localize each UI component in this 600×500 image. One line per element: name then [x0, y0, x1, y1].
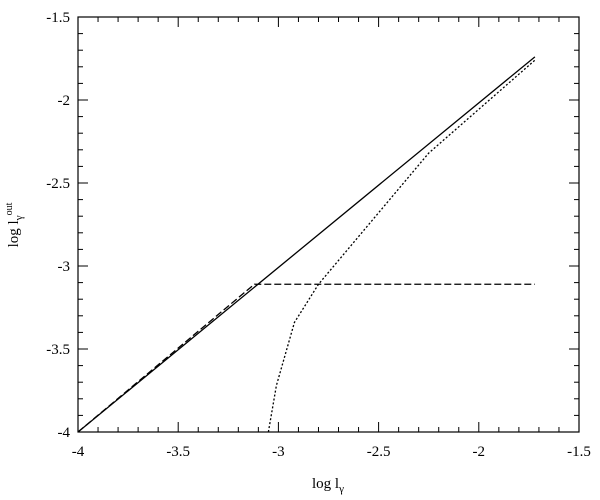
y-tick-label: -4 [58, 425, 71, 441]
x-tick-label: -2.5 [367, 444, 391, 460]
x-tick-label: -3.5 [166, 444, 190, 460]
y-tick-label: -2 [58, 93, 71, 109]
x-tick-label: -3 [272, 444, 285, 460]
plot-frame [77, 16, 580, 433]
data-line [77, 56, 536, 433]
y-tick-label: -1.5 [46, 10, 70, 26]
y-tick-label: -3 [58, 259, 71, 275]
x-label-sub: γ [338, 483, 344, 495]
data-line [77, 283, 535, 433]
x-label-text: log l [312, 476, 339, 492]
x-axis-label: log lγ [312, 476, 344, 495]
y-label-text: log l [6, 220, 22, 247]
y-tick-label: -2.5 [46, 176, 70, 192]
y-axis-label: log lγout [4, 202, 25, 247]
y-tick-label: -3.5 [46, 342, 70, 358]
y-label-sub: γ [13, 215, 25, 221]
y-label-sup: out [4, 202, 15, 215]
x-tick-label: -4 [72, 444, 85, 460]
x-tick-label: -1.5 [567, 444, 591, 460]
x-tick-label: -2 [473, 444, 486, 460]
data-line [267, 59, 536, 433]
